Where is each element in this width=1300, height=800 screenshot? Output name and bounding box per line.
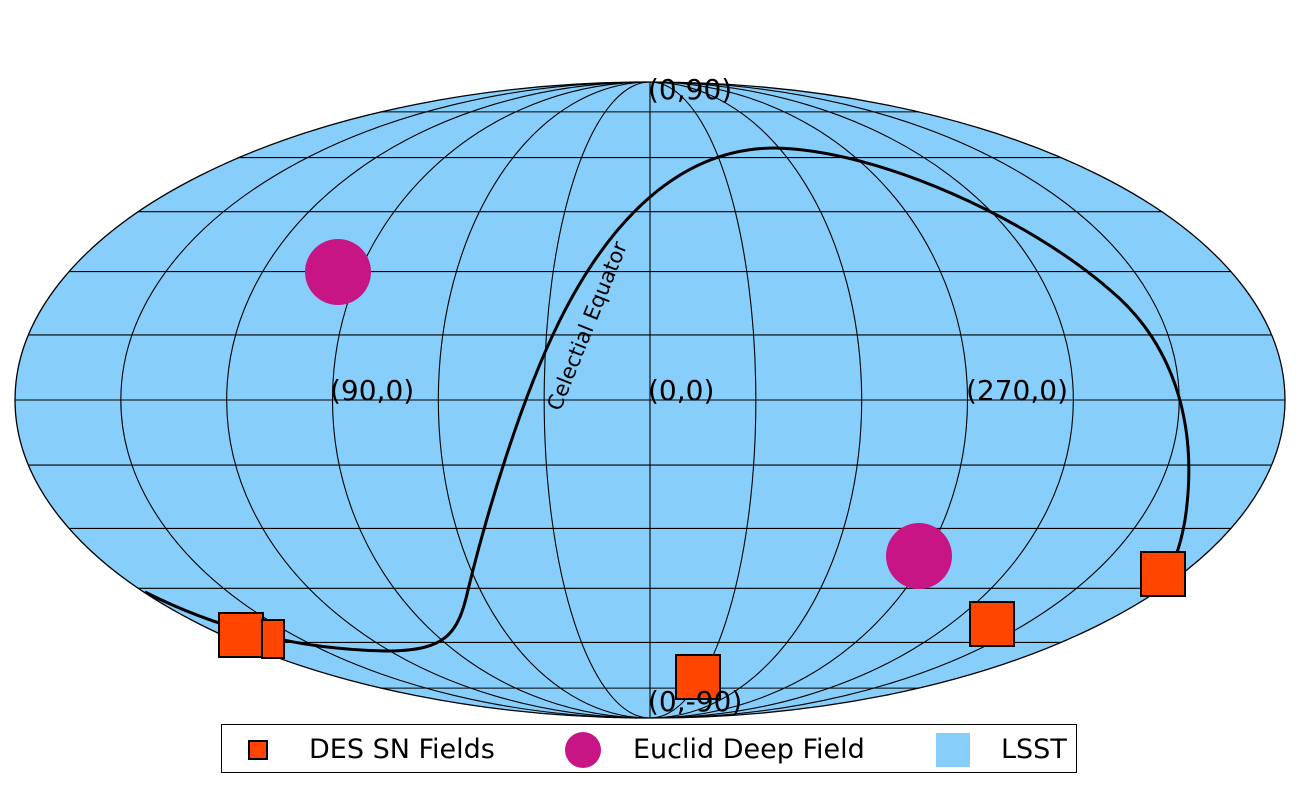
euclid-field-north: [305, 239, 371, 305]
legend-item-euclid: Euclid Deep Field: [565, 725, 865, 774]
lsst-patch-icon: [936, 732, 970, 767]
legend-item-lsst: LSST: [936, 725, 1067, 774]
label-south-pole: (0,-90): [648, 685, 742, 718]
des-field-4: [969, 601, 1015, 647]
label-lon90: (90,0): [330, 374, 414, 407]
meridian-line: [437, 82, 863, 718]
label-lon270: (270,0): [966, 374, 1068, 407]
legend-label-des: DES SN Fields: [309, 734, 495, 765]
legend-label-euclid: Euclid Deep Field: [633, 734, 865, 765]
des-field-5: [1140, 551, 1186, 597]
meridian-line: [543, 82, 757, 718]
des-square-icon: [248, 739, 268, 760]
label-center: (0,0): [648, 374, 714, 407]
legend-item-des: DES SN Fields: [248, 725, 495, 774]
legend: DES SN Fields Euclid Deep Field LSST: [221, 724, 1077, 773]
celestial-equator-line: [144, 146, 1191, 653]
label-north-pole: (0,90): [648, 73, 732, 106]
des-field-3: [675, 654, 721, 700]
euclid-circle-icon: [565, 731, 601, 768]
des-field-2: [261, 619, 285, 659]
des-field-1: [218, 612, 264, 658]
meridian-line: [331, 82, 969, 718]
meridian-line: [226, 82, 1074, 718]
legend-label-lsst: LSST: [1001, 734, 1067, 765]
euclid-field-south: [886, 523, 952, 589]
map-boundary: [14, 81, 1286, 719]
